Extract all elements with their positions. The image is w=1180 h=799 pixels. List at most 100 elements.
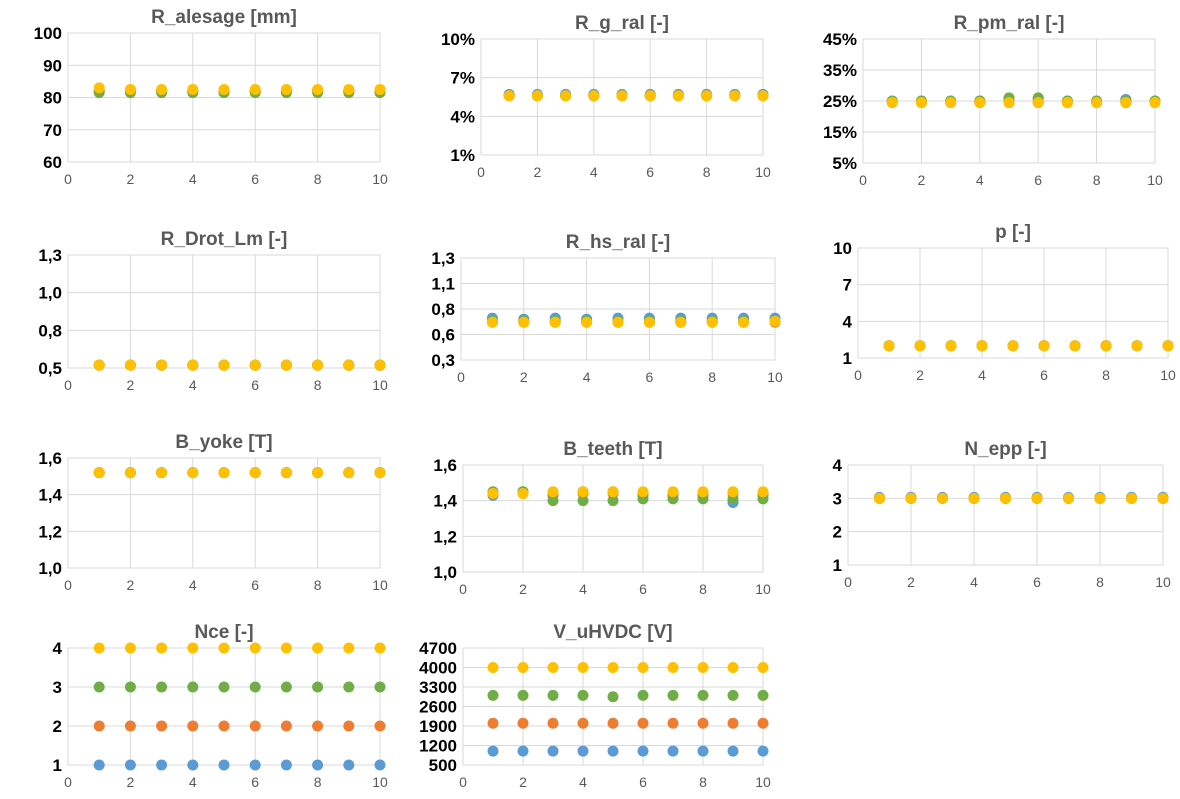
x-tick-label: 6 [646, 369, 654, 385]
data-point [218, 359, 230, 371]
y-tick-label: 2 [53, 717, 62, 736]
data-point [1162, 340, 1174, 352]
chart-title: p [-] [995, 222, 1031, 243]
x-tick-label: 0 [64, 774, 72, 790]
data-point [517, 717, 529, 729]
data-point [1091, 97, 1103, 109]
data-point [1007, 340, 1019, 352]
x-tick-label: 0 [844, 574, 852, 590]
data-point [1061, 97, 1073, 109]
data-point [945, 340, 957, 352]
data-point [343, 467, 355, 479]
y-tick-label: 7 [843, 276, 852, 295]
y-tick-label: 3 [53, 678, 62, 697]
x-tick-label: 4 [189, 774, 197, 790]
x-tick-label: 10 [372, 577, 388, 593]
data-point [187, 83, 199, 95]
x-tick-label: 0 [457, 369, 465, 385]
y-tick-label: 1,0 [38, 284, 62, 303]
x-tick-label: 10 [1147, 172, 1163, 188]
data-point [672, 90, 684, 102]
data-point [883, 340, 895, 352]
y-tick-label: 4 [843, 312, 853, 331]
data-point [187, 642, 199, 654]
data-point [487, 745, 499, 757]
x-tick-label: 6 [251, 171, 259, 187]
data-point [1100, 340, 1112, 352]
chart-svg: R_g_ral [-] 1% 4% 7% 10% 0 2 4 6 8 10 [441, 13, 771, 180]
y-tick-label: 0,3 [431, 351, 455, 370]
series-3 [93, 467, 386, 479]
data-point [637, 662, 649, 673]
x-tick-label: 8 [703, 164, 711, 180]
chart-title: R_alesage [mm] [151, 7, 297, 28]
series-3 [883, 340, 1174, 352]
data-point [312, 467, 324, 479]
chart-r-hs-ral: R_hs_ral [-] 0,3 0,6 0,8 1,1 1,3 0 2 4 6 8 10 [395, 213, 785, 408]
x-tick-label: 2 [520, 369, 528, 385]
y-tick-label: 15% [823, 123, 857, 142]
x-tick-label: 10 [1160, 367, 1176, 383]
x-tick-label: 4 [189, 577, 197, 593]
y-tick-label: 1,0 [38, 559, 62, 578]
data-point [343, 720, 355, 732]
x-tick-label: 8 [314, 774, 322, 790]
y-tick-label: 1,0 [433, 563, 457, 582]
data-point [249, 467, 261, 479]
data-point [588, 90, 600, 102]
plot-area [847, 464, 1164, 566]
data-point [156, 467, 168, 479]
data-point [945, 97, 957, 109]
data-point [729, 90, 741, 102]
data-point [93, 720, 105, 732]
data-point [187, 759, 199, 771]
data-point [374, 359, 386, 371]
data-point [343, 681, 355, 693]
data-point [93, 759, 105, 771]
y-tick-label: 0,5 [38, 359, 62, 378]
data-point [547, 745, 559, 757]
x-tick-label: 6 [251, 377, 259, 393]
x-tick-label: 10 [1155, 574, 1171, 590]
series-2 [487, 717, 769, 729]
data-point [503, 90, 515, 102]
chart-svg: B_yoke [T] 1,0 1,2 1,4 1,6 0 2 4 6 8 10 [38, 432, 388, 593]
data-point [697, 689, 709, 701]
chart-svg: R_pm_ral [-] 5% 15% 25% 35% 45% 0 2 4 6 8 10 [823, 13, 1163, 188]
data-point [187, 359, 199, 371]
series-2 [503, 90, 769, 102]
y-tick-label: 1,1 [431, 275, 455, 294]
y-tick-label: 100 [34, 24, 62, 43]
y-tick-label: 90 [43, 56, 62, 75]
data-point [915, 97, 927, 109]
series-1 [93, 759, 386, 771]
chart-title: R_g_ral [-] [575, 13, 669, 34]
chart-title: R_Drot_Lm [-] [161, 229, 288, 250]
y-tick-label: 2600 [419, 698, 457, 717]
data-point [486, 316, 498, 328]
y-tick-label: 3300 [419, 678, 457, 697]
data-point [487, 662, 499, 673]
data-point [547, 495, 559, 507]
x-tick-label: 8 [708, 369, 716, 385]
data-point [312, 83, 324, 95]
data-point [577, 486, 589, 498]
data-point [914, 340, 926, 352]
series-3 [487, 689, 769, 703]
series-2 [93, 467, 386, 479]
y-tick-label: 3 [833, 489, 842, 508]
data-point [374, 720, 386, 732]
chart-svg: Nce [-] 1 2 3 4 0 2 4 6 8 10 [53, 622, 388, 790]
data-point [93, 359, 105, 371]
data-point [612, 316, 624, 328]
x-tick-label: 8 [314, 171, 322, 187]
x-tick-label: 2 [918, 172, 926, 188]
x-tick-label: 4 [583, 369, 591, 385]
data-point [93, 82, 105, 94]
series-3 [487, 486, 769, 507]
data-point [607, 495, 619, 507]
data-point [312, 759, 324, 771]
x-tick-label: 2 [127, 171, 135, 187]
y-tick-label: 4 [53, 639, 63, 658]
